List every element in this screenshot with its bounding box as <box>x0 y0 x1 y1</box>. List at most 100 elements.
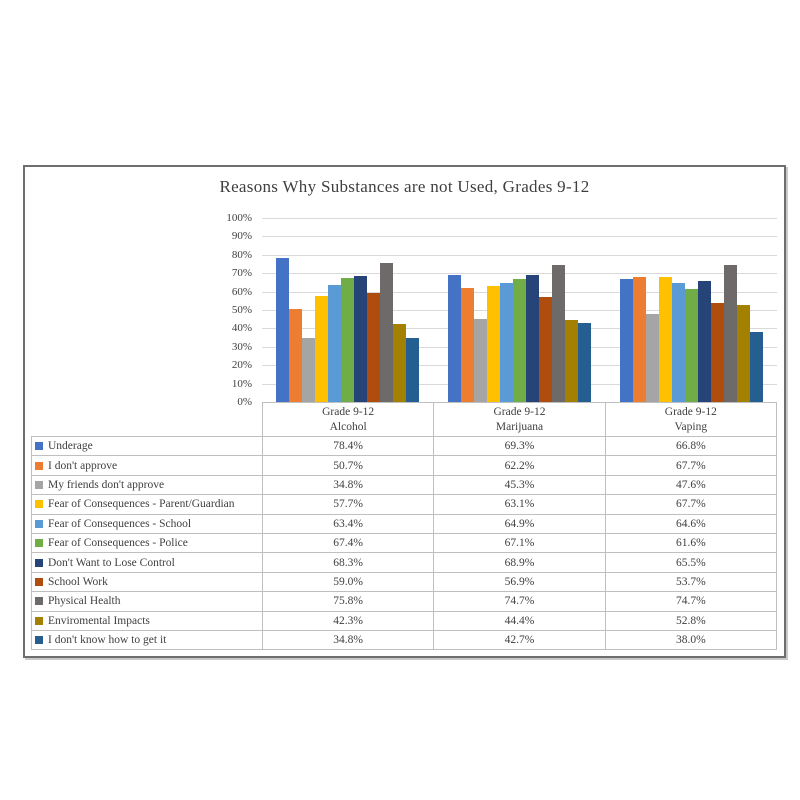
bar <box>474 318 487 402</box>
table-row: I don't approve 50.7% 62.2% 67.7% <box>31 455 778 476</box>
y-tick-label: 10% <box>231 377 252 390</box>
y-tick-label: 60% <box>231 285 252 298</box>
legend-cell: Don't Want to Lose Control <box>31 552 263 573</box>
value-cell: 34.8% <box>261 474 435 496</box>
y-tick-label: 50% <box>231 304 252 316</box>
bar <box>461 287 474 402</box>
legend-inner: Enviromental Impacts <box>35 615 262 627</box>
y-tick-label: 20% <box>231 359 252 372</box>
group-header-cell: Grade 9-12 Alcohol <box>261 402 435 437</box>
data-table-wrap: Grade 9-12 Alcohol Grade 9-12 Marijuana Grad… <box>31 402 778 651</box>
legend-label: I don't approve <box>48 459 118 472</box>
legend-label: Fear of Consequences - Police <box>48 537 188 550</box>
bar-group <box>434 218 606 402</box>
table-corner-cell <box>32 403 263 437</box>
legend-label: My friends don't approve <box>48 478 165 491</box>
bar <box>710 303 724 402</box>
bar <box>393 324 407 402</box>
bar <box>684 288 698 402</box>
table-row: Don't Want to Lose Control 68.3% 68.9% 65.5… <box>31 552 778 573</box>
bar <box>736 304 750 402</box>
data-table-body: Grade 9-12 Alcohol Grade 9-12 Marijuana Grad… <box>31 402 778 651</box>
bar <box>526 275 539 402</box>
legend-cell: Fear of Consequences - Parent/Guardian <box>31 494 263 515</box>
value-cell: 78.4% <box>261 435 435 457</box>
legend-cell: Fear of Consequences - School <box>31 513 263 534</box>
value-cell: 67.7% <box>604 494 778 515</box>
bar <box>406 337 420 402</box>
legend-inner: I don't approve <box>35 460 262 472</box>
value-cell: 68.3% <box>261 552 435 573</box>
legend-swatch-icon <box>35 480 43 489</box>
legend-cell: I don't approve <box>31 455 263 476</box>
group-header-grade: Grade 9-12 <box>664 405 717 418</box>
group-header-cell: Grade 9-12 Marijuana <box>433 402 606 437</box>
legend-label: Underage <box>48 440 93 453</box>
value-cell: 63.1% <box>433 494 606 515</box>
legend-cell: School Work <box>31 571 263 593</box>
legend-label: Don't Want to Lose Control <box>48 556 175 569</box>
table-header-row: Grade 9-12 Alcohol Grade 9-12 Marijuana Grad… <box>32 402 778 437</box>
value-cell: 68.9% <box>433 552 606 573</box>
value-cell: 38.0% <box>604 629 778 651</box>
value-cell: 61.6% <box>604 532 778 554</box>
table-row: School Work 59.0% 56.9% 53.7% <box>31 571 778 593</box>
legend-swatch-icon <box>35 577 43 586</box>
value-cell: 62.2% <box>433 455 606 476</box>
legend-inner: I don't know how to get it <box>35 634 262 646</box>
table-row: My friends don't approve 34.8% 45.3% 47.6% <box>31 474 778 496</box>
value-cell: 34.8% <box>261 629 435 651</box>
legend-swatch-icon <box>35 616 43 625</box>
value-cell: 52.8% <box>604 610 778 631</box>
legend-inner: Fear of Consequences - Police <box>35 537 262 549</box>
table-row: Fear of Consequences - School 63.4% 64.9% 6… <box>31 513 778 534</box>
grid-line <box>262 254 777 256</box>
bar <box>276 257 290 402</box>
bar <box>619 279 633 402</box>
legend-swatch-icon <box>35 500 43 509</box>
value-cell: 59.0% <box>261 571 435 593</box>
bar <box>658 277 672 402</box>
value-cell: 50.7% <box>261 455 435 476</box>
legend-label: Fear of Consequences - School <box>48 517 192 530</box>
y-axis: 0% 10% 20% 30% 40% 50% 60% 70% 80% 90% 100% <box>25 212 252 408</box>
value-cell: 42.3% <box>261 610 435 631</box>
legend-inner: Underage <box>35 440 262 452</box>
legend-cell: Physical Health <box>31 591 263 612</box>
legend-cell: Enviromental Impacts <box>31 610 263 631</box>
bar <box>578 323 591 402</box>
bar-group <box>605 218 777 402</box>
value-cell: 74.7% <box>604 591 778 612</box>
table-row: Enviromental Impacts 42.3% 44.4% 52.8% <box>31 610 778 631</box>
value-cell: 67.7% <box>604 455 778 476</box>
bar <box>328 285 342 402</box>
legend-cell: Underage <box>31 435 263 457</box>
legend-swatch-icon <box>35 519 43 528</box>
value-cell: 45.3% <box>433 474 606 496</box>
legend-cell: Fear of Consequences - Police <box>31 532 263 554</box>
legend-label: Physical Health <box>48 595 121 608</box>
bar-group <box>262 218 434 402</box>
legend-swatch-icon <box>35 558 43 567</box>
y-tick-label: 30% <box>231 340 252 353</box>
table-row: Underage 78.4% 69.3% 66.8% <box>31 435 778 457</box>
bar <box>448 274 461 402</box>
legend-label: Enviromental Impacts <box>48 614 150 627</box>
bar <box>697 281 711 402</box>
plot-area <box>262 218 777 402</box>
legend-cell: I don't know how to get it <box>31 629 263 651</box>
bar <box>671 283 685 402</box>
value-cell: 47.6% <box>604 474 778 496</box>
group-header-substance: Marijuana <box>495 420 544 433</box>
grid-line <box>262 273 777 275</box>
chart-frame: Reasons Why Substances are not Used, Gra… <box>23 165 786 658</box>
y-tick-label: 90% <box>231 230 252 243</box>
group-header-grade: Grade 9-12 <box>493 405 546 418</box>
bar <box>289 308 303 402</box>
grid-line <box>262 218 777 219</box>
y-tick-label: 80% <box>231 248 252 261</box>
group-header-substance: Alcohol <box>329 420 367 433</box>
legend-label: I don't know how to get it <box>48 634 167 647</box>
bar <box>487 285 500 402</box>
legend-label: School Work <box>48 575 108 588</box>
